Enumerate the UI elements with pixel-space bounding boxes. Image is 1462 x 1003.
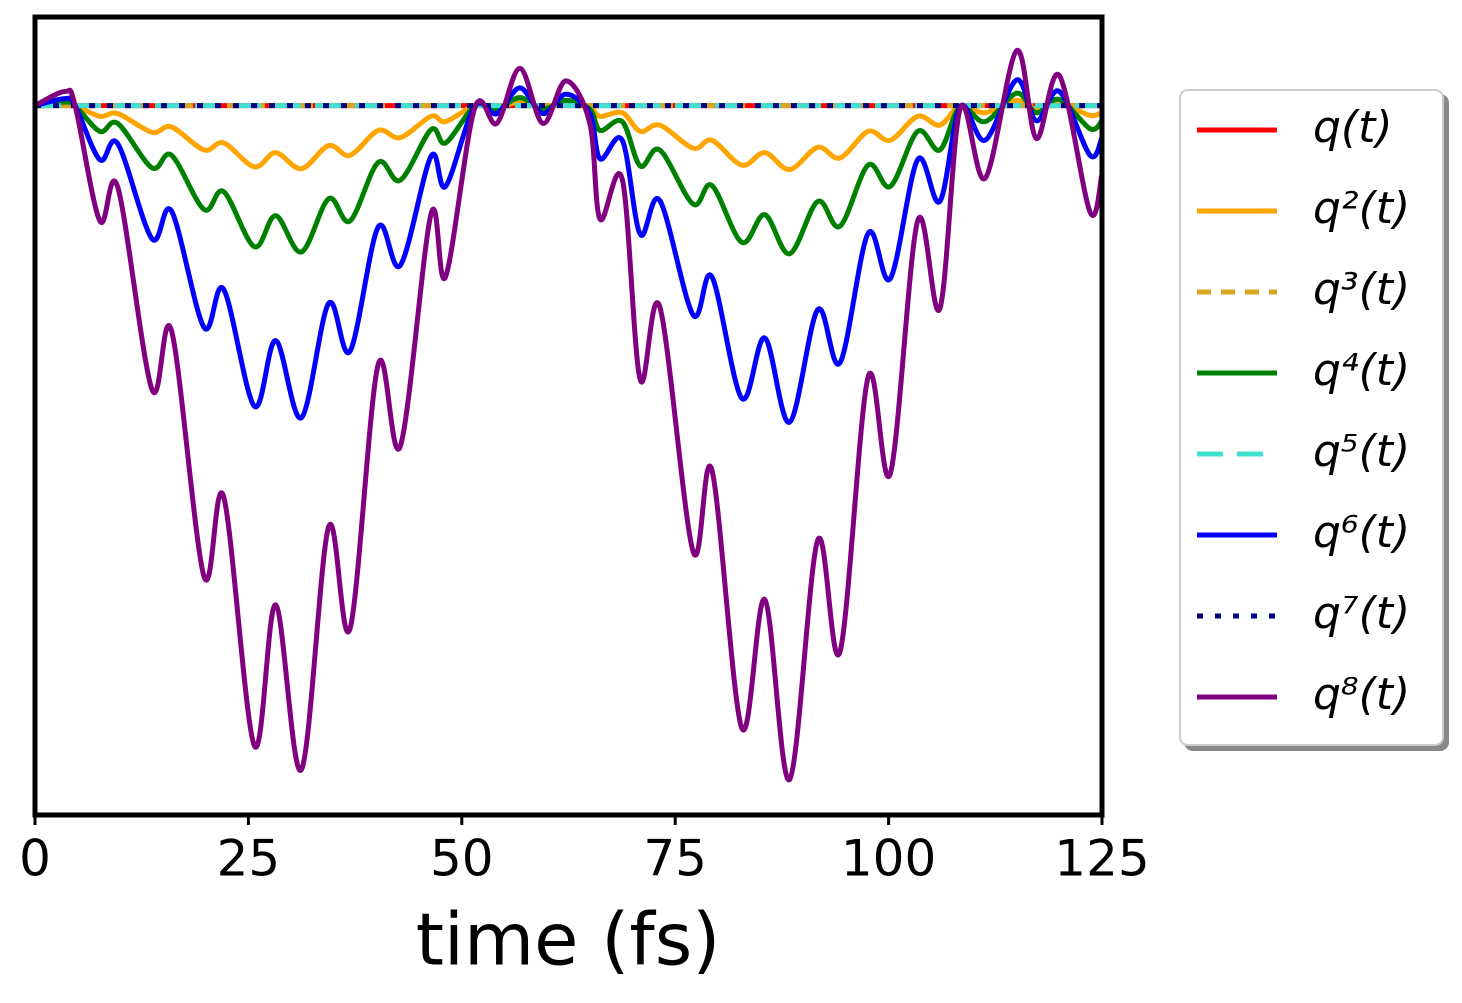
legend xyxy=(1179,89,1444,746)
series-line xyxy=(35,48,1102,783)
legend-label: q⁷(t) xyxy=(1313,588,1410,639)
legend-label: q⁸(t) xyxy=(1313,669,1410,720)
series-line xyxy=(35,97,1102,172)
legend-label: q³(t) xyxy=(1313,264,1410,315)
x-tick-label: 100 xyxy=(841,830,936,888)
legend-label: q⁶(t) xyxy=(1313,507,1410,558)
legend-label: q⁴(t) xyxy=(1313,345,1410,396)
x-axis-label: time (fs) xyxy=(416,898,721,982)
legend-label: q⁵(t) xyxy=(1313,426,1410,477)
x-tick-label: 50 xyxy=(430,830,494,888)
legend-label: q²(t) xyxy=(1313,183,1410,234)
plot-area xyxy=(35,48,1102,783)
x-tick-label: 25 xyxy=(217,830,281,888)
x-tick-label: 75 xyxy=(643,830,707,888)
legend-label: q(t) xyxy=(1313,102,1393,153)
x-tick-label: 125 xyxy=(1054,830,1149,888)
series-line xyxy=(35,77,1102,425)
x-tick-label: 0 xyxy=(19,830,51,888)
series-line xyxy=(35,90,1102,257)
plot-frame xyxy=(32,14,1105,818)
